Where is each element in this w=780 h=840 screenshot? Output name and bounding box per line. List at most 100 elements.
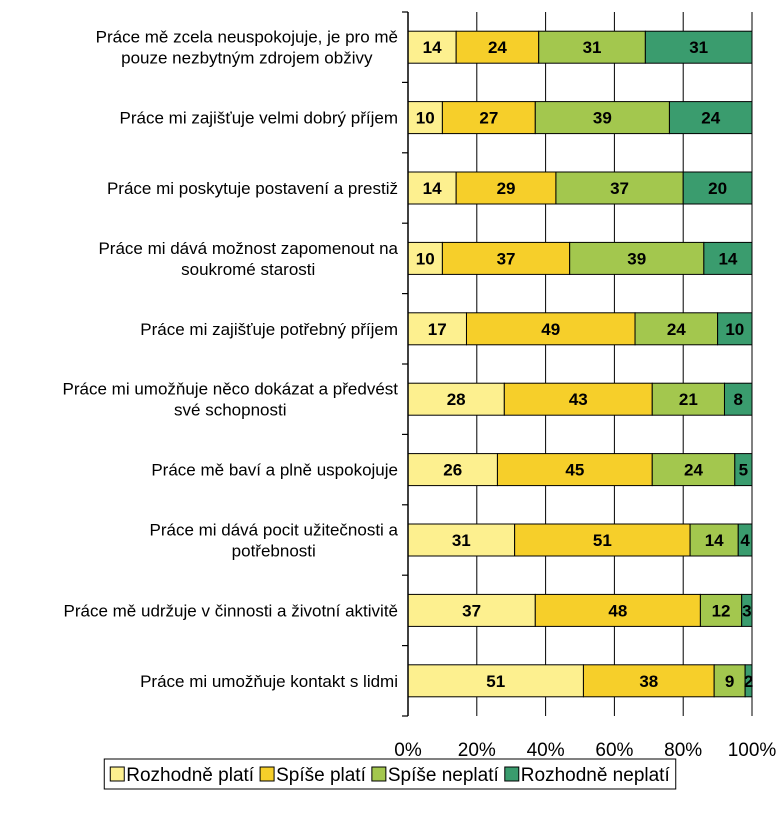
bar-value-label: 49	[541, 320, 560, 339]
bar-value-label: 37	[462, 601, 481, 620]
bar-segment	[407, 593, 536, 627]
axes	[402, 11, 409, 717]
bar-value-label: 12	[712, 601, 731, 620]
bar-value-label: 3	[742, 601, 751, 620]
category-label: Práce mě zcela neuspokojuje, je pro mě po…	[96, 28, 398, 68]
x-tick-label: 100%	[728, 740, 777, 761]
bar-value-label: 8	[734, 390, 743, 409]
bar-value-label: 28	[447, 390, 466, 409]
bar-segment	[703, 241, 753, 275]
bar-segment	[734, 453, 753, 487]
bar-value-label: 26	[443, 461, 462, 480]
bar-value-label: 21	[679, 390, 698, 409]
bar-segment	[634, 312, 719, 346]
bar-segment	[496, 453, 653, 487]
category-labels: Práce mě zcela neuspokojuje, je pro mě po…	[63, 28, 399, 691]
bar-value-label: 37	[497, 249, 516, 268]
bar-segment	[407, 171, 457, 205]
legend-swatch	[504, 766, 520, 782]
category-label: Práce mi dává možnost zapomenout na soukr…	[98, 239, 398, 279]
bar-value-label: 24	[701, 109, 720, 128]
bar-segment	[465, 312, 636, 346]
bar-value-label: 31	[452, 531, 471, 550]
bar-segment	[582, 664, 715, 698]
bar-segment	[534, 593, 701, 627]
bar-segment	[689, 523, 739, 557]
bar-segment	[538, 30, 646, 64]
bar-value-label: 14	[423, 38, 442, 57]
legend-label: Spíše platí	[276, 765, 366, 786]
legend-label: Rozhodně neplatí	[521, 765, 671, 786]
legend-swatch	[259, 766, 275, 782]
category-label: Práce mi poskytuje postavení a prestiž	[107, 179, 398, 198]
bar-value-label: 4	[740, 531, 750, 550]
bar-value-label: 20	[708, 179, 727, 198]
legend-border	[103, 758, 677, 790]
bar-segment	[534, 101, 670, 135]
bar-value-label: 10	[416, 249, 435, 268]
legend-swatch	[371, 766, 387, 782]
bar-value-label: 43	[569, 390, 588, 409]
bar-value-label: 14	[718, 249, 737, 268]
bar-value-label: 5	[739, 461, 748, 480]
category-label: Práce mi zajišťuje potřebný příjem	[140, 320, 398, 339]
bar-value-label: 14	[705, 531, 724, 550]
category-label: Práce mi zajišťuje velmi dobrý příjem	[120, 109, 398, 128]
bar-segment	[651, 382, 725, 416]
bar-value-label: 39	[593, 109, 612, 128]
bar-segment	[717, 312, 753, 346]
legend: Rozhodně platí Spíše platí Spíše neplatí Ro…	[103, 758, 677, 790]
bar-value-label: 45	[565, 461, 584, 480]
bar-segment	[744, 664, 753, 698]
bar-value-label: 24	[667, 320, 686, 339]
category-label: Práce mi dává pocit užitečnosti a potřebn…	[149, 521, 398, 561]
bar-value-label: 24	[488, 38, 507, 57]
bar-value-label: 37	[610, 179, 629, 198]
x-tick-label: 40%	[527, 740, 565, 761]
bar-value-label: 27	[479, 109, 498, 128]
bar-segment	[455, 30, 540, 64]
bar-value-label: 10	[416, 109, 435, 128]
bar-segment	[407, 101, 443, 135]
bar-segment	[407, 523, 516, 557]
bar-value-label: 51	[593, 531, 612, 550]
bar-segment	[644, 30, 753, 64]
bar-value-label: 31	[689, 38, 708, 57]
bar-segment	[555, 171, 684, 205]
bar-segment	[407, 664, 584, 698]
category-label: Práce mi umožňuje něco dokázat a předvés…	[63, 380, 399, 420]
legend-swatch	[109, 766, 125, 782]
legend-label: Rozhodně platí	[126, 765, 255, 786]
x-tick-label: 80%	[664, 740, 702, 761]
x-tick-label: 20%	[458, 740, 496, 761]
bar-segment	[713, 664, 746, 698]
bar-segment	[407, 30, 457, 64]
bar-segment	[514, 523, 691, 557]
bar-value-label: 17	[428, 320, 447, 339]
bar-value-label: 2	[744, 672, 753, 691]
bar-value-label: 9	[725, 672, 734, 691]
x-tick-label: 60%	[595, 740, 633, 761]
bar-value-label: 39	[627, 249, 646, 268]
bar-segment	[407, 312, 467, 346]
bar-segment	[741, 593, 753, 627]
bar-value-label: 29	[497, 179, 516, 198]
bar-value-label: 48	[608, 601, 627, 620]
bar-segment	[569, 241, 705, 275]
bar-segment	[737, 523, 753, 557]
bar-value-label: 24	[684, 461, 703, 480]
bar-segment	[682, 171, 753, 205]
category-label: Práce mě baví a plně uspokojuje	[151, 461, 398, 480]
bar-value-label: 38	[639, 672, 658, 691]
x-tick-labels: 0% 20% 40% 60% 80% 100%	[394, 740, 776, 761]
category-label: Práce mě udržuje v činnosti a životní ak…	[64, 601, 398, 620]
bar-value-label: 31	[583, 38, 602, 57]
bar-segment	[668, 101, 753, 135]
category-label: Práce mi umožňuje kontakt s lidmi	[140, 672, 398, 691]
bar-value-label: 10	[725, 320, 744, 339]
bar-value-label: 51	[486, 672, 505, 691]
bar-segment	[503, 382, 653, 416]
bar-segment	[723, 382, 753, 416]
